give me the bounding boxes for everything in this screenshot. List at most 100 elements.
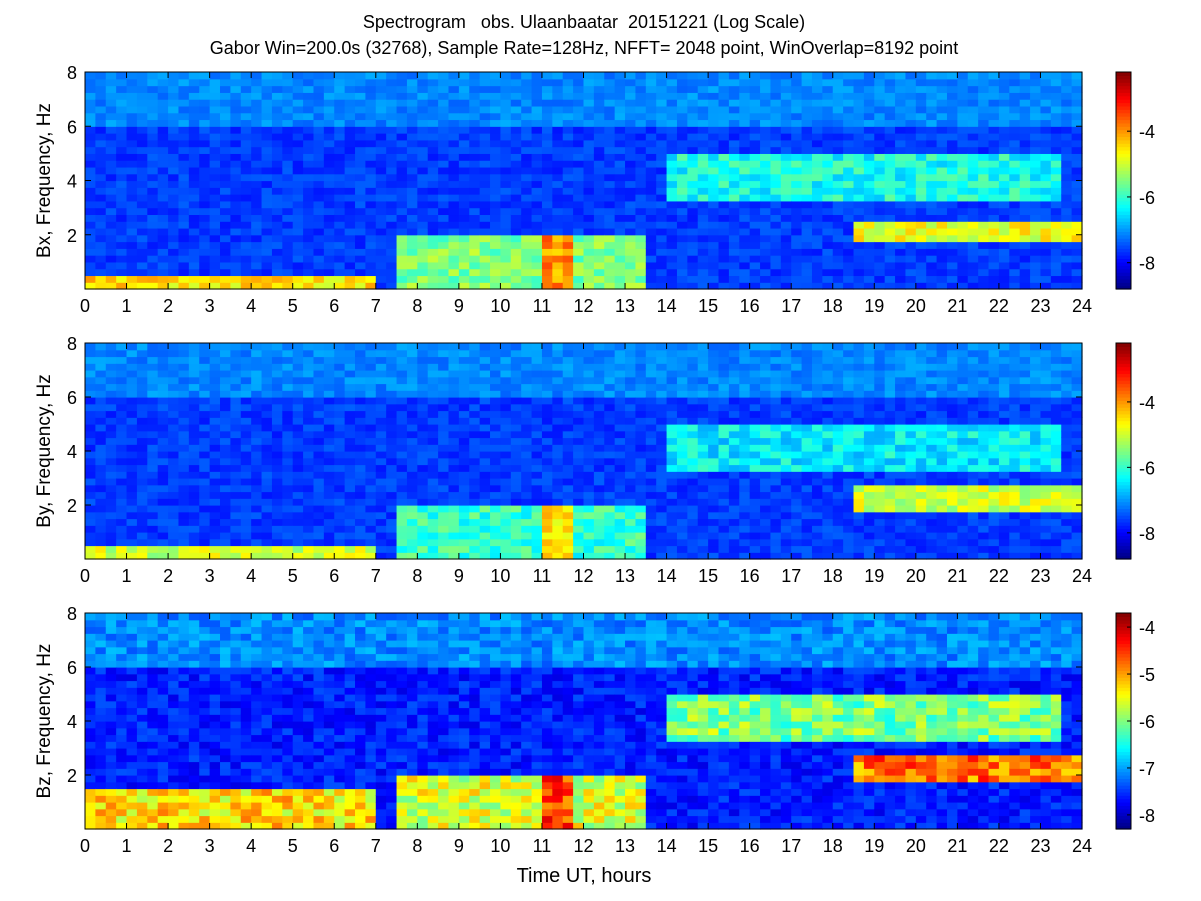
heatmap-cell (1030, 105, 1042, 114)
heatmap-cell (303, 126, 315, 134)
heatmap-cell (988, 268, 1000, 277)
heatmap-cell (978, 112, 990, 121)
heatmap-cell (687, 85, 699, 93)
heatmap-cell (770, 180, 782, 188)
heatmap-cell (1071, 227, 1083, 236)
heatmap-cell (521, 383, 533, 391)
heatmap-cell (728, 187, 740, 195)
heatmap-cell (801, 133, 813, 141)
heatmap-cell (188, 105, 200, 114)
heatmap-cell (220, 390, 231, 398)
heatmap-cell (438, 464, 450, 472)
heatmap-cell (147, 255, 159, 263)
heatmap-cell (126, 282, 138, 290)
heatmap-cell (126, 343, 138, 351)
heatmap-cell (791, 214, 803, 222)
heatmap-cell (105, 261, 117, 270)
heatmap-cell (635, 376, 647, 385)
heatmap-cell (863, 99, 875, 107)
heatmap-cell (313, 268, 325, 277)
heatmap-cell (282, 139, 294, 148)
heatmap-cell (1019, 173, 1031, 182)
heatmap-cell (355, 78, 367, 87)
heatmap-cell (157, 112, 169, 121)
heatmap-cell (936, 92, 948, 100)
heatmap-cell (791, 99, 803, 107)
heatmap-cell (573, 112, 585, 121)
heatmap-cell (625, 133, 637, 141)
heatmap-cell (625, 505, 637, 513)
heatmap-cell (448, 545, 460, 553)
heatmap-cell (635, 518, 647, 526)
heatmap-cell (780, 187, 792, 195)
heatmap-cell (905, 180, 917, 188)
heatmap-cell (188, 538, 200, 547)
heatmap-cell (936, 255, 948, 263)
heatmap-cell (230, 139, 242, 148)
heatmap-cell (458, 538, 470, 547)
heatmap-cell (521, 112, 533, 121)
heatmap-cell (168, 538, 180, 547)
heatmap-cell (251, 511, 263, 520)
heatmap-cell (1050, 227, 1062, 236)
heatmap-cell (604, 92, 616, 100)
heatmap-cell (500, 241, 512, 249)
heatmap-cell (240, 227, 252, 236)
heatmap-cell (157, 383, 169, 391)
heatmap-cell (500, 133, 512, 141)
heatmap-cell (936, 282, 948, 290)
heatmap-cell (251, 430, 263, 439)
heatmap-cell (303, 397, 315, 405)
heatmap-cell (1071, 133, 1083, 141)
heatmap-cell (531, 119, 543, 127)
heatmap-cell (209, 505, 221, 513)
heatmap-cell (220, 153, 231, 161)
heatmap-cell (521, 146, 533, 154)
heatmap-cell (323, 207, 335, 216)
heatmap-cell (541, 282, 553, 290)
heatmap-cell (178, 505, 190, 513)
heatmap-cell (282, 153, 294, 161)
heatmap-cell (261, 545, 273, 553)
heatmap-cell (469, 153, 481, 161)
heatmap-cell (406, 538, 418, 547)
heatmap-cell (448, 261, 460, 270)
heatmap-cell (562, 214, 574, 222)
heatmap-cell (95, 92, 107, 100)
heatmap-cell (625, 160, 637, 168)
heatmap-cell (448, 221, 460, 229)
heatmap-cell (116, 349, 128, 358)
heatmap-cell (946, 261, 958, 270)
heatmap-cell (946, 112, 958, 121)
heatmap-cell (251, 397, 263, 405)
heatmap-cell (541, 545, 553, 553)
heatmap-cell (479, 343, 491, 351)
heatmap-cell (85, 349, 96, 358)
heatmap-cell (490, 146, 502, 154)
heatmap-cell (915, 207, 927, 216)
heatmap-cell (282, 424, 294, 432)
heatmap-cell (334, 478, 346, 486)
heatmap-cell (271, 383, 283, 391)
heatmap-cell (760, 133, 772, 141)
heatmap-cell (126, 424, 138, 432)
heatmap-cell (220, 200, 231, 209)
heatmap-cell (521, 173, 533, 182)
heatmap-cell (240, 417, 252, 425)
heatmap-cell (604, 403, 616, 412)
heatmap-cell (365, 343, 377, 351)
heatmap-cell (853, 221, 865, 229)
heatmap-cell (1019, 214, 1031, 222)
heatmap-cell (303, 437, 315, 445)
heatmap-cell (292, 261, 304, 270)
heatmap-cell (168, 403, 180, 412)
heatmap-cell (427, 525, 439, 533)
heatmap-cell (220, 139, 231, 148)
heatmap-cell (313, 410, 325, 418)
heatmap-cell (168, 173, 180, 182)
heatmap-cell (469, 221, 481, 229)
heatmap-cell (344, 376, 356, 385)
heatmap-cell (375, 180, 387, 188)
heatmap-cell (406, 72, 418, 80)
heatmap-cell (728, 221, 740, 229)
